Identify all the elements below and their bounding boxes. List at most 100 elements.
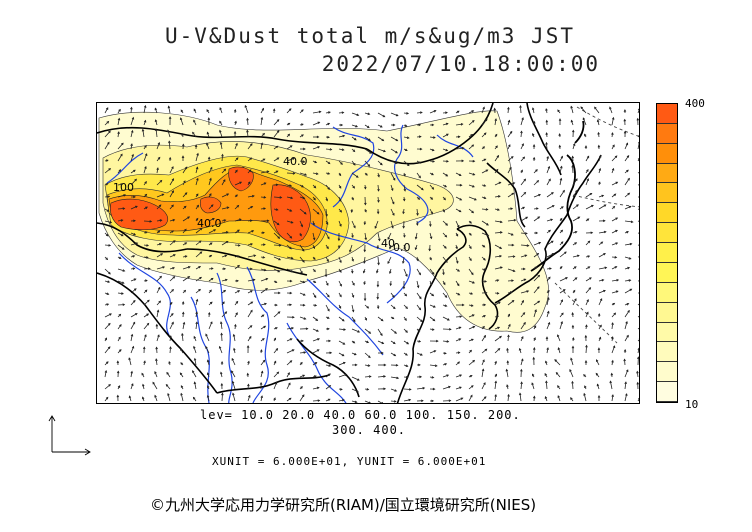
wind-vector	[155, 129, 158, 138]
wind-vector-head	[149, 220, 153, 223]
wind-vector	[585, 287, 591, 294]
wind-vector-head	[356, 113, 360, 116]
wind-vector-head	[586, 298, 589, 302]
wind-vector-head	[157, 286, 161, 290]
wind-vector-head	[193, 335, 196, 339]
wind-vector	[130, 334, 133, 342]
wind-vector	[364, 160, 370, 167]
wind-vector-head	[418, 307, 422, 311]
wind-vector	[312, 172, 318, 175]
wind-vector-head	[589, 277, 592, 280]
wind-vector	[299, 244, 305, 252]
wind-vector	[624, 382, 627, 390]
wind-vector-head	[144, 144, 147, 148]
wind-vector-head	[551, 253, 555, 256]
wind-vector	[195, 251, 202, 258]
wind-vector-head	[431, 172, 434, 176]
wind-vector-head	[459, 386, 462, 389]
reference-vector-axes	[48, 415, 91, 456]
colorbar-segment	[657, 342, 677, 363]
wind-vector-head	[586, 218, 590, 221]
wind-vector-head	[587, 255, 591, 258]
wind-vector-head	[317, 121, 321, 125]
map-title: U-V&Dust total m/s&ug/m3 JST	[164, 24, 575, 48]
wind-vector	[580, 106, 587, 114]
wind-vector	[182, 276, 190, 282]
wind-vector	[195, 178, 199, 186]
wind-vector-head	[428, 248, 432, 252]
wind-vector-head	[161, 193, 165, 197]
wind-vector	[169, 254, 176, 258]
wind-vector-head	[507, 334, 510, 338]
wind-vector-head	[537, 286, 540, 289]
wind-vector-head	[460, 123, 464, 126]
wind-vector-head	[458, 209, 462, 213]
wind-vector-head	[376, 246, 380, 250]
wind-vector-head	[260, 142, 264, 146]
wind-vector-head	[518, 347, 522, 351]
wind-vector-head	[121, 142, 124, 146]
wind-vector	[205, 346, 210, 354]
wind-vector	[338, 316, 345, 322]
wind-vector-head	[363, 298, 367, 302]
wind-vector	[299, 316, 306, 320]
wind-vector-head	[615, 181, 619, 185]
wind-vector-head	[104, 337, 107, 341]
wind-vector	[637, 303, 639, 306]
wind-vector-head	[597, 347, 601, 351]
wind-vector-head	[432, 318, 436, 322]
wind-vector	[193, 346, 197, 354]
wind-vector-head	[225, 240, 229, 244]
wind-vector-head	[482, 244, 486, 248]
wind-vector	[507, 256, 515, 258]
wind-vector-head	[143, 104, 147, 108]
wind-vector-head	[265, 288, 268, 291]
wind-vector-head	[109, 313, 112, 316]
wind-vector-head	[144, 289, 148, 293]
wind-vector-head	[182, 321, 186, 325]
wind-vector-head	[107, 346, 111, 349]
wind-vector-head	[193, 119, 196, 123]
colorbar-segment	[657, 104, 677, 124]
wind-vector-head	[499, 246, 503, 249]
wind-vector-head	[317, 399, 321, 402]
wind-vector-head	[196, 177, 199, 181]
wind-vector-head	[418, 272, 421, 276]
wind-vector-head	[598, 336, 602, 340]
wind-vector	[611, 394, 614, 402]
wind-vector-head	[522, 267, 526, 271]
wind-vector-head	[263, 268, 267, 272]
wind-vector	[286, 382, 291, 390]
wind-vector-head	[275, 327, 278, 330]
wind-vector	[572, 255, 580, 258]
wind-vector	[546, 322, 550, 330]
wind-vector-head	[623, 358, 626, 362]
wind-vector	[169, 166, 174, 174]
wind-vector	[611, 279, 619, 282]
wind-vector-head	[429, 236, 433, 240]
wind-vector	[338, 135, 345, 138]
wind-vector	[143, 166, 147, 174]
wind-vector-head	[405, 148, 408, 151]
wind-vector-head	[291, 326, 295, 330]
wind-vector	[273, 268, 280, 273]
wind-vector-head	[317, 146, 321, 149]
wind-vector	[416, 387, 425, 390]
wind-vector-head	[611, 394, 614, 397]
wind-vector-head	[134, 178, 137, 182]
wind-vector-head	[187, 276, 191, 279]
wind-vector-head	[287, 372, 290, 375]
wind-vector	[390, 220, 394, 229]
wind-vector-head	[259, 349, 263, 352]
wind-vector	[520, 232, 528, 234]
dust-hotspot-mid	[199, 196, 222, 214]
contour-label: 0.0	[393, 241, 411, 254]
wind-vector-head	[459, 374, 463, 377]
wind-vector-head	[251, 194, 255, 198]
wind-vector	[468, 280, 475, 284]
wind-vector	[338, 256, 342, 263]
wind-vector-head	[512, 269, 516, 272]
wind-vector-head	[545, 336, 549, 340]
wind-vector-head	[130, 370, 133, 374]
wind-vector-head	[421, 187, 424, 191]
